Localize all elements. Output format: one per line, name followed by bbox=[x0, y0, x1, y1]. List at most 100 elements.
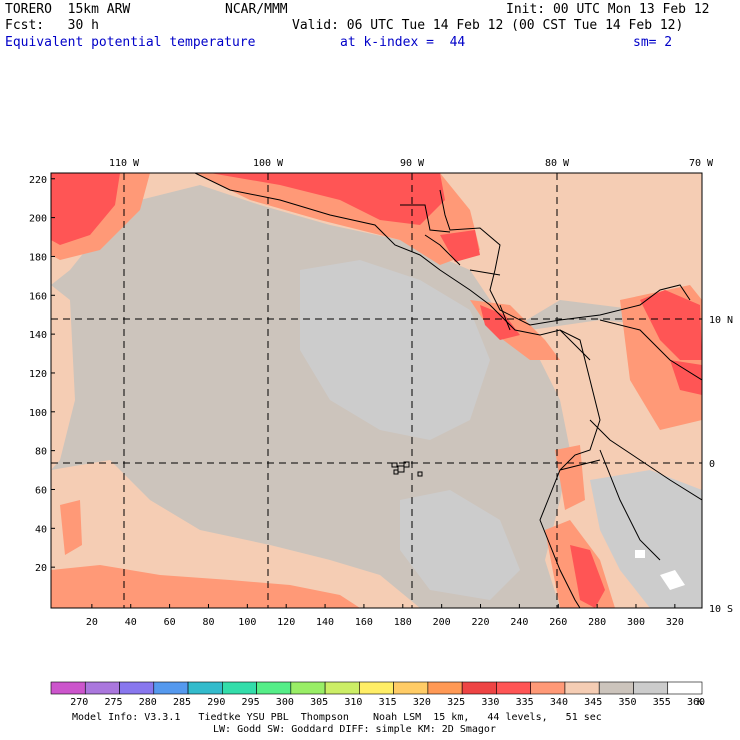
country-borders bbox=[400, 204, 702, 561]
field-salmon-sw1 bbox=[51, 565, 360, 608]
colorbar-swatch bbox=[84, 681, 120, 695]
x-tick-label: 40 bbox=[125, 617, 137, 628]
colorbar-label: 355 bbox=[653, 697, 671, 708]
model-title: TORERO 15km ARW bbox=[5, 2, 131, 17]
valid-time: Valid: 06 UTC Tue 14 Feb 12 (00 CST Tue … bbox=[292, 18, 684, 33]
x-tick-label: 200 bbox=[433, 617, 451, 628]
colorbar-label: 285 bbox=[173, 697, 191, 708]
field-salmon-sw2 bbox=[60, 500, 82, 555]
field-red-mexico bbox=[210, 173, 445, 225]
field-grey-center bbox=[300, 260, 490, 440]
y-tick-label: 40 bbox=[35, 524, 47, 535]
lat-label-10s: 10 S bbox=[709, 604, 733, 615]
colorbar-swatch bbox=[324, 681, 360, 695]
center-label: NCAR/MMM bbox=[225, 2, 288, 17]
colorbar-swatch bbox=[222, 681, 257, 695]
y-tick-label: 80 bbox=[35, 447, 47, 458]
colorbar-swatch bbox=[667, 681, 703, 695]
lon-label-70w: 70 W bbox=[689, 158, 714, 169]
y-tick-label: 200 bbox=[29, 214, 47, 225]
y-tick-label: 20 bbox=[35, 563, 47, 574]
colorbar-label: 335 bbox=[516, 697, 534, 708]
lon-label-110w: 110 W bbox=[109, 158, 140, 169]
colorbar-label: 340 bbox=[550, 697, 568, 708]
colorbar-label: 320 bbox=[413, 697, 431, 708]
colorbar-swatches bbox=[50, 681, 703, 695]
colorbar-label: 275 bbox=[104, 697, 122, 708]
graticule bbox=[51, 173, 702, 608]
smoothing-label: sm= 2 bbox=[633, 35, 673, 50]
field-red-venezuela bbox=[670, 360, 702, 395]
lat-label-equator: 0 bbox=[709, 459, 715, 470]
colorbar-labels: 270 275 280 285 290 295 300 305 310 315 320 325 330 3… bbox=[70, 697, 705, 708]
colorbar-swatch bbox=[290, 681, 326, 695]
x-tick-label: 60 bbox=[164, 617, 176, 628]
y-tick-label: 160 bbox=[29, 291, 47, 302]
x-tick-label: 220 bbox=[471, 617, 489, 628]
x-tick-label: 180 bbox=[394, 617, 412, 628]
lon-label-80w: 80 W bbox=[545, 158, 570, 169]
colorbar-label: 345 bbox=[584, 697, 602, 708]
colorbar-swatch bbox=[359, 681, 394, 695]
x-tick-label: 160 bbox=[355, 617, 373, 628]
field-red-peru bbox=[570, 545, 605, 608]
colorbar-label: 325 bbox=[447, 697, 465, 708]
y-tick-label: 120 bbox=[29, 369, 47, 380]
level-label: at k-index = 44 bbox=[340, 35, 466, 50]
colorbar-swatch bbox=[119, 681, 155, 695]
lat-label-10n: 10 N bbox=[709, 315, 733, 326]
colorbar-swatch bbox=[427, 681, 463, 695]
x-tick-label: 280 bbox=[588, 617, 606, 628]
field-red-honduras bbox=[440, 230, 480, 262]
colorbar-label: 310 bbox=[344, 697, 362, 708]
y-tick-label: 220 bbox=[29, 175, 47, 186]
colorbar-swatch bbox=[598, 681, 634, 695]
colorbar-label: 300 bbox=[276, 697, 294, 708]
x-tick-label: 300 bbox=[627, 617, 645, 628]
field-peach-north bbox=[51, 173, 702, 330]
colorbar-label: 330 bbox=[481, 697, 499, 708]
colorbar-label: 315 bbox=[379, 697, 397, 708]
x-tick-label: 100 bbox=[238, 617, 256, 628]
field-white-spots bbox=[635, 550, 685, 590]
colorbar-swatch bbox=[564, 681, 600, 695]
colorbar-label: 360 bbox=[687, 697, 705, 708]
lon-label-90w: 90 W bbox=[400, 158, 425, 169]
y-tick-label: 60 bbox=[35, 485, 47, 496]
y-tick-label: 140 bbox=[29, 330, 47, 341]
init-time: Init: 00 UTC Mon 13 Feb 12 bbox=[506, 2, 710, 17]
colorbar-swatch bbox=[393, 681, 429, 695]
field-grey-southwest bbox=[400, 490, 520, 600]
field-name: Equivalent potential temperature bbox=[5, 35, 256, 50]
field-red-costarica bbox=[480, 305, 520, 340]
colorbar-label: 280 bbox=[139, 697, 157, 708]
colorbar-label: 295 bbox=[242, 697, 260, 708]
colorbar-swatch bbox=[633, 681, 669, 695]
x-tick-label: 20 bbox=[86, 617, 98, 628]
colorbar-swatch bbox=[256, 681, 292, 695]
colorbar-swatch bbox=[530, 681, 566, 695]
colorbar-swatch bbox=[461, 681, 497, 695]
forecast-hour: Fcst: 30 h bbox=[5, 18, 99, 33]
colorbar-swatch bbox=[50, 681, 86, 695]
theta-e-field bbox=[51, 173, 702, 608]
coastline-caribbean bbox=[439, 189, 691, 326]
axis-ticks: 220 200 180 160 140 120 100 80 60 40 20 20 40 60 80 100… bbox=[29, 175, 684, 628]
colorbar-label: 305 bbox=[310, 697, 328, 708]
field-red-colombia bbox=[640, 290, 702, 360]
x-tick-label: 240 bbox=[510, 617, 528, 628]
colorbar-label: 350 bbox=[618, 697, 636, 708]
colorbar-swatch bbox=[496, 681, 531, 695]
x-tick-label: 320 bbox=[666, 617, 684, 628]
map-frame bbox=[50, 172, 703, 609]
galapagos-islands bbox=[391, 461, 423, 477]
colorbar-swatch bbox=[187, 681, 223, 695]
model-info-line1: Model Info: V3.3.1 Tiedtke YSU PBL Thomp… bbox=[72, 712, 602, 723]
colorbar-swatch bbox=[153, 681, 189, 695]
field-peach-south bbox=[51, 460, 420, 608]
coastline-south-america-east bbox=[599, 319, 702, 381]
colorbar-label: 270 bbox=[70, 697, 88, 708]
x-tick-label: 120 bbox=[277, 617, 295, 628]
